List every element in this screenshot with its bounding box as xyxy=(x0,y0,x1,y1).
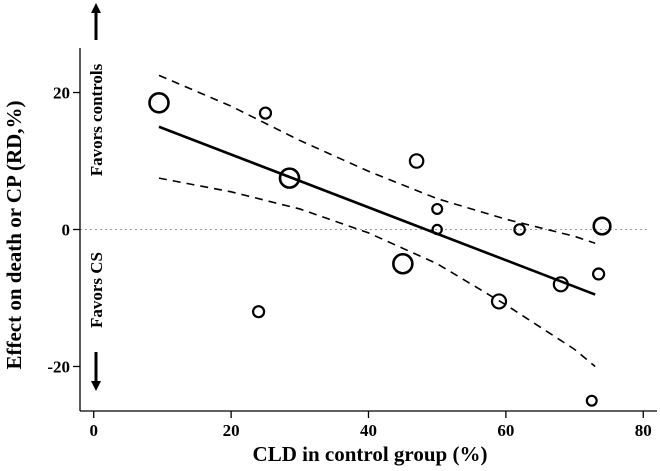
y-axis-title: Effect on death or CP (RD,%) xyxy=(2,100,26,369)
data-point xyxy=(148,91,170,114)
favors-controls-annotation: Favors controls xyxy=(87,3,106,176)
data-point xyxy=(585,394,598,407)
favors-cs-label: Favors CS xyxy=(87,252,106,328)
data-point xyxy=(408,153,425,169)
y-tick-label: -20 xyxy=(47,357,70,376)
favors-cs-annotation: Favors CS xyxy=(87,252,106,391)
ci-upper-line xyxy=(158,74,596,244)
data-point xyxy=(490,293,508,310)
data-point xyxy=(251,305,266,319)
data-point xyxy=(431,223,443,236)
data-point xyxy=(552,276,569,293)
data-points xyxy=(148,91,612,407)
data-point xyxy=(592,216,612,236)
x-tick-label: 40 xyxy=(360,421,377,440)
x-tick-label: 60 xyxy=(497,421,514,440)
regression-line xyxy=(158,125,596,296)
y-ticks: -20 0 20 xyxy=(47,84,80,376)
data-point xyxy=(278,167,301,189)
data-point xyxy=(431,202,444,215)
fit-line xyxy=(158,125,596,296)
data-point xyxy=(592,267,606,281)
x-axis-title: CLD in control group (%) xyxy=(253,442,488,466)
x-tick-label: 20 xyxy=(223,421,240,440)
y-tick-label: 20 xyxy=(53,84,70,103)
confidence-band xyxy=(158,74,596,368)
x-tick-label: 80 xyxy=(635,421,652,440)
ci-lower-line xyxy=(158,177,596,368)
x-ticks: 0 20 40 60 80 xyxy=(89,411,652,440)
data-point xyxy=(258,106,273,120)
favors-controls-label: Favors controls xyxy=(87,63,106,176)
y-tick-label: 0 xyxy=(62,221,71,240)
data-point xyxy=(392,252,414,275)
x-tick-label: 0 xyxy=(89,421,98,440)
data-point xyxy=(513,223,526,236)
